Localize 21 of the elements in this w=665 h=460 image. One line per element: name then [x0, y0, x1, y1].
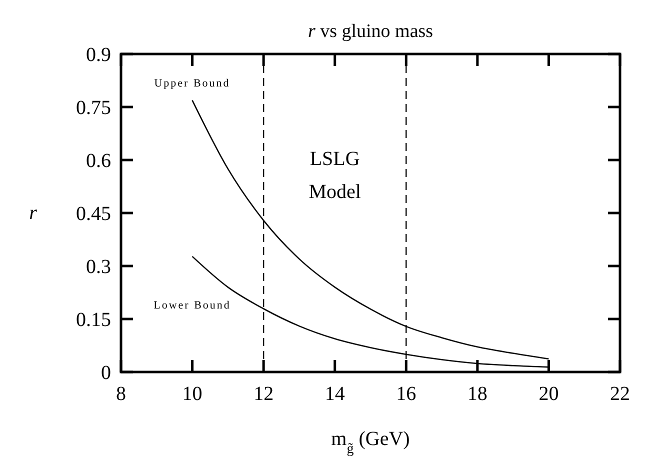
x-tick-label: 10	[182, 383, 202, 405]
y-tick-label: 0.6	[86, 150, 111, 172]
y-tick-label: 0.9	[86, 44, 111, 66]
x-tick-label: 8	[116, 383, 126, 405]
x-tick-label: 12	[254, 383, 274, 405]
chart-title: r vs gluino mass	[308, 21, 434, 42]
x-axis-title: m$_{g̃}$ (GeV)	[331, 428, 410, 456]
x-tick-label: 14	[324, 383, 345, 405]
x-tick-label: 22	[610, 383, 630, 405]
x-tick-label: 18	[467, 383, 488, 405]
y-tick-label: 0.45	[76, 203, 111, 225]
y-tick-label: 0.3	[86, 256, 111, 278]
annotation: LSLG Model	[308, 148, 362, 203]
series-label: Lower Bound	[154, 299, 231, 312]
legend-label: Upper Bound	[154, 77, 230, 90]
y-tick-label: 0.75	[76, 97, 111, 119]
x-tick-label: 20	[538, 383, 559, 405]
x-tick-label: 16	[396, 383, 416, 405]
y-tick-label: 0.15	[76, 309, 111, 331]
y-axis-title: r	[29, 202, 38, 224]
y-tick-label: 0	[101, 362, 111, 384]
